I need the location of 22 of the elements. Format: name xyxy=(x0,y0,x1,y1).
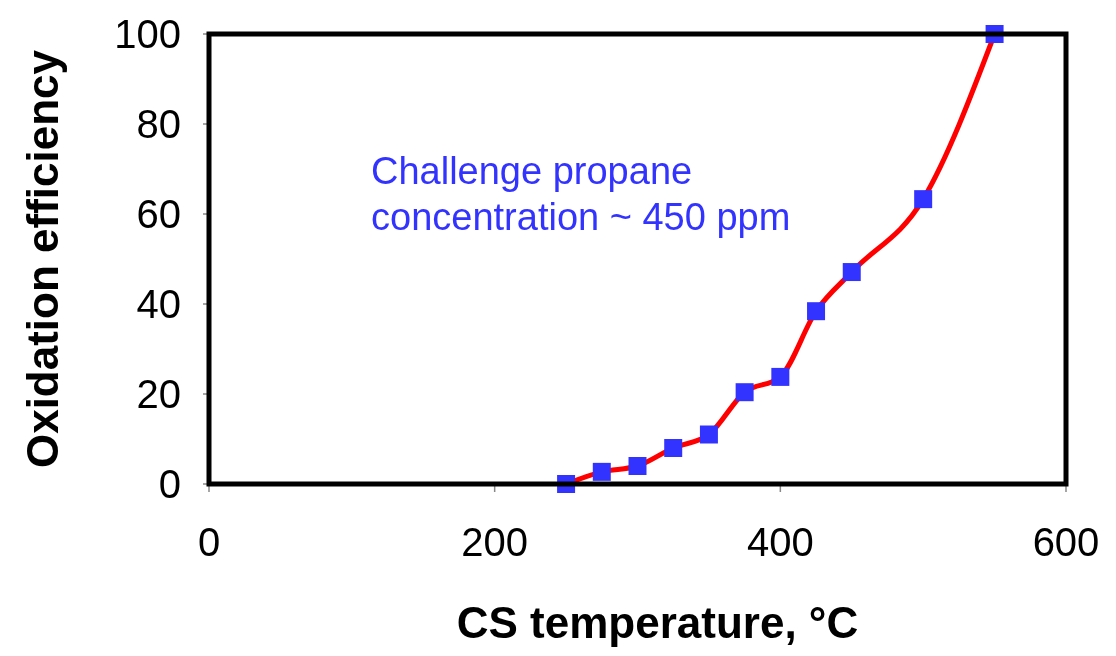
point xyxy=(735,383,754,402)
x-tick-label: 600 xyxy=(1032,520,1100,564)
point xyxy=(664,439,683,457)
point xyxy=(807,302,826,321)
x-tick-label: 400 xyxy=(746,520,814,564)
point xyxy=(628,457,647,475)
y-tick-label: 20 xyxy=(136,372,181,416)
x-tick-label: 200 xyxy=(461,520,529,564)
point xyxy=(842,263,861,282)
y-tick-label: 40 xyxy=(136,282,181,326)
y-axis-title: Oxidation efficiency xyxy=(18,49,67,469)
annotation: Challenge propane concentration ~ 450 ppm xyxy=(371,150,791,238)
point xyxy=(592,462,611,481)
y-tick-label: 0 xyxy=(158,462,181,506)
x-axis-title: CS temperature, °C xyxy=(456,598,859,647)
point xyxy=(699,425,718,444)
point xyxy=(771,367,790,386)
point xyxy=(914,190,933,209)
x-tick-label: 0 xyxy=(197,520,221,564)
y-tick-label: 60 xyxy=(136,192,181,236)
y-tick-label: 80 xyxy=(136,102,181,146)
y-tick-label: 100 xyxy=(114,12,181,56)
